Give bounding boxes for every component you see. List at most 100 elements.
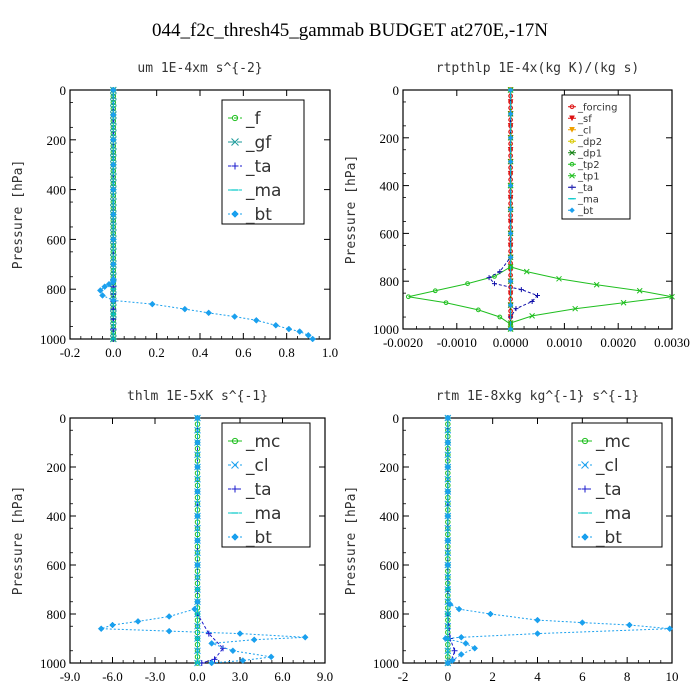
figure-title: 044_f2c_thresh45_gammab BUDGET at270E,-1… [152, 20, 548, 41]
data-point [97, 625, 105, 633]
data-point [444, 488, 452, 495]
data-point [191, 605, 199, 613]
legend-entry: _cl [578, 456, 619, 476]
data-point [507, 326, 514, 332]
data-point [534, 616, 541, 624]
panel-2: rtpthlp 1E-4x(kg K)/(kg s) Pressure [hPa]… [344, 61, 690, 350]
data-point [194, 463, 201, 471]
x-tick-label: 1.0 [322, 345, 338, 360]
data-point [252, 316, 260, 324]
legend-entry: _ta [578, 480, 622, 500]
x-tick-label: -0.2 [60, 345, 81, 360]
data-point [471, 644, 479, 652]
x-tick-label: 0 [445, 669, 452, 684]
data-point [109, 204, 117, 212]
data-point [529, 313, 535, 319]
data-point [109, 186, 117, 193]
data-point [194, 488, 201, 495]
x-tick-label: -2 [398, 669, 409, 684]
data-point [208, 659, 216, 667]
legend-marker [569, 149, 575, 156]
legend-entry: _ma [228, 181, 281, 201]
legend-box [571, 422, 663, 548]
data-point [462, 640, 470, 647]
data-point [451, 647, 458, 654]
y-tick-label: 0 [60, 411, 67, 426]
legend-marker [231, 162, 239, 170]
y-tick-label: 800 [47, 607, 67, 622]
y-tick-label: 800 [380, 607, 400, 622]
legend-label: _bt [245, 528, 272, 548]
legend-box [221, 422, 311, 548]
x-tick-label: 3.0 [232, 669, 248, 684]
y-tick-label: 600 [380, 558, 400, 573]
legend-label: _f [245, 109, 262, 129]
legend-entry: _ta [228, 157, 272, 177]
data-point [181, 305, 189, 313]
legend-marker [231, 437, 239, 445]
series-bt [442, 414, 674, 667]
data-point [491, 281, 497, 287]
data-point [194, 561, 201, 569]
data-point [444, 561, 452, 569]
legend-entry: _ma [228, 504, 281, 524]
legend-entry: _tp1 [568, 171, 600, 182]
data-point [309, 335, 317, 343]
y-tick-label: 200 [47, 460, 67, 475]
data-point [165, 627, 173, 635]
data-point [556, 275, 562, 282]
data-point [205, 309, 213, 317]
y-tick-label: 1000 [373, 322, 399, 337]
y-tick-label: 400 [380, 509, 400, 524]
data-point [194, 537, 201, 544]
x-tick-label: 6 [579, 669, 586, 684]
data-point [109, 236, 117, 243]
legend-label: _mc [595, 432, 630, 452]
x-tick-label: 0.4 [192, 345, 209, 360]
legend-label: _bt [595, 528, 622, 548]
data-point [578, 619, 586, 626]
data-point [194, 598, 201, 606]
legend-label: _ta [577, 183, 593, 194]
data-point [134, 617, 142, 625]
series-line [408, 90, 512, 329]
legend-label: _cl [577, 125, 591, 136]
data-point [109, 297, 117, 304]
data-point [109, 136, 117, 144]
x-tick-label: 0.0000 [493, 335, 529, 350]
legend-label: _ta [245, 157, 272, 177]
data-point [194, 512, 201, 520]
data-point [497, 314, 503, 320]
legend-label: _ta [245, 480, 272, 500]
y-tick-label: 600 [47, 232, 67, 247]
data-point [442, 635, 449, 642]
series-bt [96, 86, 317, 343]
legend-marker [231, 138, 239, 146]
data-point [487, 610, 494, 618]
legend-label: _tp2 [577, 160, 600, 171]
data-point [513, 306, 519, 312]
data-point [406, 294, 411, 300]
legend-marker [569, 207, 575, 214]
data-point [507, 302, 514, 308]
data-point [109, 211, 117, 218]
y-tick-label: 0 [393, 83, 400, 98]
legend-label: _dp2 [577, 137, 602, 148]
panel-title: rtpthlp 1E-4x(kg K)/(kg s) [436, 61, 640, 76]
legend: _f _gf _ta _ma _bt [221, 99, 305, 225]
legend-entry: _ma [578, 504, 631, 524]
data-point [475, 307, 481, 313]
legend-label: _tp1 [577, 171, 600, 182]
x-tick-label: -6.0 [102, 669, 123, 684]
x-tick-label: 0.0010 [547, 335, 583, 350]
legend-entry: _tp2 [568, 160, 600, 171]
x-tick-label: 9.0 [317, 669, 333, 684]
data-point [109, 278, 117, 286]
legend-label: _gf [245, 133, 272, 153]
y-axis-label: Pressure [hPa] [11, 160, 26, 270]
x-tick-label: 0.0 [105, 345, 121, 360]
legend-entry: _cl [568, 125, 591, 136]
x-tick-label: 0.2 [149, 345, 165, 360]
legend-label: _ma [595, 504, 631, 524]
legend-entry: _ta [568, 183, 593, 194]
